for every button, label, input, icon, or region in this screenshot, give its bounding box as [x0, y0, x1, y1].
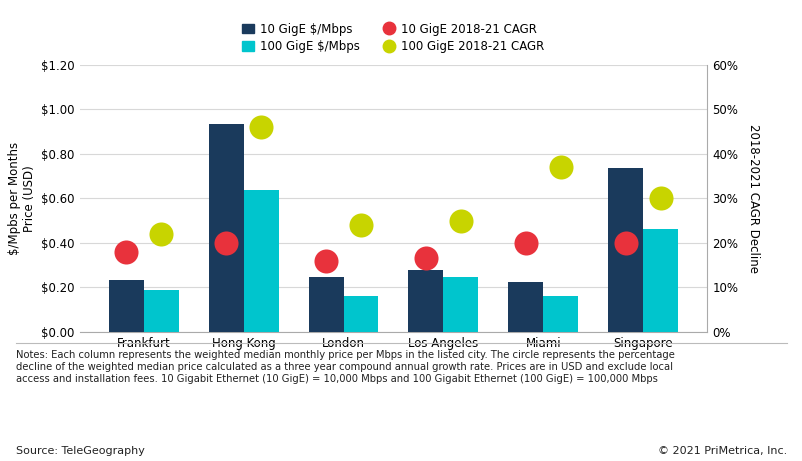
Y-axis label: $/Mpbs per Months
Price (USD): $/Mpbs per Months Price (USD)	[7, 142, 35, 255]
Point	[254, 123, 267, 130]
Bar	[209, 124, 243, 332]
Bar	[543, 296, 577, 332]
Text: Source: TeleGeography: Source: TeleGeography	[16, 446, 144, 456]
Bar	[408, 270, 443, 332]
Point	[618, 239, 631, 247]
Legend: 10 GigE $/Mbps, 100 GigE $/Mbps, 10 GigE 2018-21 CAGR, 100 GigE 2018-21 CAGR: 10 GigE $/Mbps, 100 GigE $/Mbps, 10 GigE…	[242, 23, 544, 53]
Y-axis label: 2018-2021 CAGR Decline: 2018-2021 CAGR Decline	[747, 124, 759, 273]
Bar	[343, 296, 378, 332]
Text: Notes: Each column represents the weighted median monthly price per Mbps in the : Notes: Each column represents the weight…	[16, 350, 674, 384]
Point	[319, 257, 332, 264]
Bar	[108, 279, 144, 332]
Point	[519, 239, 532, 247]
Bar	[308, 277, 343, 332]
Bar	[508, 282, 543, 332]
Bar	[243, 190, 278, 332]
Point	[119, 248, 132, 255]
Point	[354, 221, 367, 229]
Bar	[642, 230, 678, 332]
Bar	[607, 168, 642, 332]
Point	[419, 254, 431, 262]
Bar	[144, 290, 179, 332]
Point	[454, 217, 467, 224]
Text: © 2021 PriMetrica, Inc.: © 2021 PriMetrica, Inc.	[657, 446, 786, 456]
Point	[220, 239, 233, 247]
Point	[654, 195, 666, 202]
Point	[155, 230, 168, 237]
Bar	[443, 277, 478, 332]
Point	[553, 163, 566, 171]
